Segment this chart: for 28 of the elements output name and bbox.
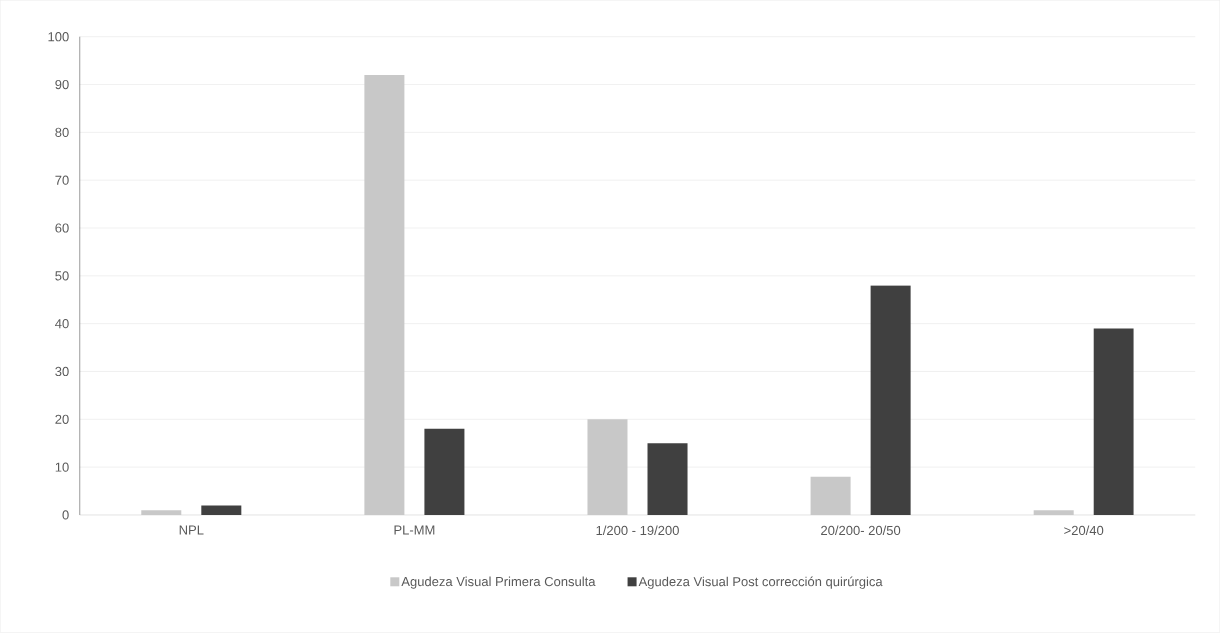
x-tick-label: PL-MM (394, 525, 435, 535)
y-tick-label: 0 (62, 510, 69, 520)
bar (1093, 328, 1134, 516)
x-tick-label: 1/200 - 19/200 (596, 525, 679, 536)
bar (424, 429, 465, 516)
bar (587, 419, 628, 516)
x-tick-label: >20/40 (1064, 525, 1104, 536)
bar (810, 476, 851, 516)
bar (1033, 510, 1074, 516)
y-tick-label: 70 (55, 175, 69, 185)
x-tick-label: 20/200- 20/50 (821, 525, 901, 536)
legend-label: Agudeza Visual Post corrección quirúrgica (638, 576, 883, 589)
x-tick-label: NPL (179, 525, 204, 535)
y-tick-label: 90 (55, 80, 69, 90)
y-tick-label: 40 (55, 319, 69, 329)
y-tick-label: 100 (48, 32, 69, 42)
bar (141, 510, 182, 516)
y-tick-label: 30 (55, 367, 69, 377)
legend-label: Agudeza Visual Primera Consulta (401, 576, 596, 589)
y-tick-label: 10 (55, 462, 69, 472)
y-tick-label: 60 (55, 223, 69, 233)
y-tick-label: 50 (55, 271, 69, 281)
bar (201, 505, 242, 516)
y-tick-label: 80 (55, 127, 69, 138)
bar (647, 443, 688, 516)
y-tick-label: 20 (55, 414, 69, 425)
bar (870, 285, 911, 516)
bar (364, 75, 405, 516)
